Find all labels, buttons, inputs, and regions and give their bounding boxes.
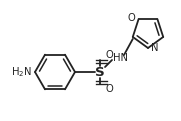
Text: HN: HN — [113, 53, 128, 63]
Text: S: S — [95, 65, 105, 79]
Text: O: O — [105, 50, 113, 60]
Text: O: O — [128, 13, 136, 23]
Text: N: N — [151, 43, 159, 53]
Text: O: O — [105, 84, 113, 94]
Text: H$_2$N: H$_2$N — [11, 65, 32, 79]
